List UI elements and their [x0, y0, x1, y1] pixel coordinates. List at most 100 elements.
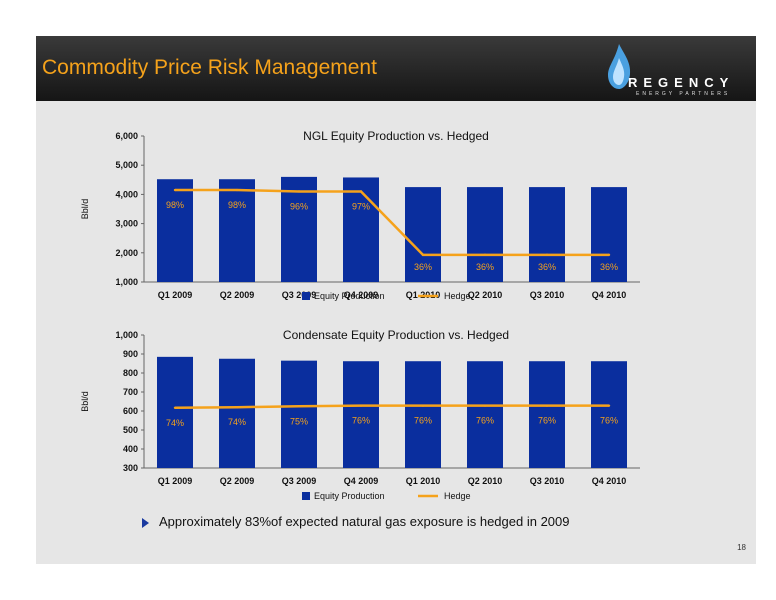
legend-bar-swatch	[302, 492, 310, 500]
y-tick-label: 1,000	[115, 277, 138, 287]
company-logo: REGENCY ENERGY PARTNERS	[600, 40, 750, 98]
x-tick-label: Q1 2009	[158, 476, 193, 486]
data-label: 36%	[414, 262, 432, 272]
y-tick-label: 6,000	[115, 131, 138, 141]
x-tick-label: Q4 2010	[592, 476, 627, 486]
hedge-point-4	[359, 190, 363, 193]
y-tick-label: 3,000	[115, 219, 138, 229]
header-bar: Commodity Price Risk Management REGENCY …	[36, 36, 756, 101]
data-label: 98%	[166, 200, 184, 210]
hedge-point-6	[483, 404, 487, 407]
hedge-point-1	[173, 188, 177, 192]
condensate-chart: 300 400 500 600 700 800 900 1,000 Condensate Equ…	[36, 318, 756, 510]
data-label: 76%	[352, 416, 370, 426]
hedge-point-4	[359, 404, 363, 407]
legend-label: Equity Production	[314, 491, 385, 501]
x-tick-label: Q3 2009	[282, 476, 317, 486]
data-label: 76%	[600, 416, 618, 426]
y-tick-label: 400	[123, 444, 138, 454]
bar-6	[467, 361, 503, 468]
slide: Commodity Price Risk Management REGENCY …	[36, 36, 756, 564]
bar-5	[405, 187, 441, 282]
legend-label: Hedge	[444, 291, 471, 301]
x-tick-label: Q2 2009	[220, 290, 255, 300]
y-tick-label: 4,000	[115, 189, 138, 199]
page-title: Commodity Price Risk Management	[42, 56, 377, 79]
x-tick-label: Q4 2009	[344, 476, 379, 486]
hedge-point-7	[545, 253, 549, 257]
y-tick-label: 700	[123, 387, 138, 397]
y-tick-label: 900	[123, 349, 138, 359]
hedge-point-2	[235, 406, 239, 409]
hedge-point-5	[421, 404, 425, 407]
bar-1	[157, 179, 193, 282]
bar-7	[529, 187, 565, 282]
bullet-text: Approximately 83%of expected natural gas…	[159, 514, 570, 529]
data-label: 36%	[538, 262, 556, 272]
bar-7	[529, 361, 565, 468]
data-label: 76%	[476, 416, 494, 426]
hedge-line	[174, 404, 609, 410]
data-label: 75%	[290, 416, 308, 426]
bar-3	[281, 360, 317, 468]
hedge-point-6	[483, 253, 487, 257]
legend-label: Equity Production	[314, 291, 385, 301]
logo-subtitle: ENERGY PARTNERS	[636, 91, 731, 97]
bar-4	[343, 177, 379, 282]
bar-4	[343, 361, 379, 468]
bullet-note: Approximately 83%of expected natural gas…	[142, 514, 570, 529]
y-axis-label: Bbl/d	[80, 199, 90, 220]
bar-3	[281, 176, 317, 282]
y-tick-label: 600	[123, 406, 138, 416]
legend-bar-swatch	[302, 292, 310, 300]
y-tick-label: 300	[123, 463, 138, 473]
x-tick-label: Q4 2009	[344, 290, 379, 300]
data-label: 96%	[290, 201, 308, 211]
bullet-triangle-icon	[142, 517, 149, 528]
x-tick-label: Q2 2010	[468, 476, 503, 486]
data-label: 97%	[352, 201, 370, 211]
hedge-point-3	[297, 405, 301, 408]
hedge-point-8	[607, 253, 611, 257]
data-label: 98%	[228, 200, 246, 210]
y-tick-label: 2,000	[115, 248, 138, 258]
y-tick-label: 1,000	[115, 330, 138, 340]
data-label: 76%	[538, 416, 556, 426]
hedge-point-1	[173, 406, 177, 409]
flame-icon	[608, 44, 631, 89]
x-tick-label: Q3 2010	[530, 290, 565, 300]
page-number: 18	[737, 543, 746, 552]
x-tick-label: Q3 2010	[530, 476, 565, 486]
hedge-point-3	[297, 190, 301, 193]
ngl-chart: 1,000 2,000 3,000 4,000 5,000 6,000 NGL Equity…	[36, 120, 756, 314]
hedge-line	[175, 188, 609, 257]
hedge-point-7	[545, 404, 549, 407]
x-tick-label: Q4 2010	[592, 290, 627, 300]
data-label: 74%	[228, 417, 246, 427]
bar-2	[219, 179, 255, 282]
bar-2	[219, 358, 255, 468]
y-tick-label: 800	[123, 368, 138, 378]
x-tick-label: Q2 2009	[220, 476, 255, 486]
y-tick-label: 500	[123, 425, 138, 435]
hedge-point-8	[607, 404, 611, 407]
x-tick-label: Q3 2009	[282, 290, 317, 300]
x-tick-label: Q1 2010	[406, 476, 441, 486]
y-axis-label: Bbl/d	[80, 391, 90, 412]
data-label: 74%	[166, 418, 184, 428]
x-tick-label: Q2 2010	[468, 290, 503, 300]
hedge-point-2	[235, 188, 239, 192]
x-tick-label: Q1 2009	[158, 290, 193, 300]
y-tick-label: 5,000	[115, 160, 138, 170]
logo-wordmark: REGENCY	[628, 75, 735, 90]
bar-5	[405, 361, 441, 468]
bar-6	[467, 187, 503, 282]
data-label: 36%	[600, 262, 618, 272]
bar-8	[591, 361, 627, 468]
data-label: 36%	[476, 262, 494, 272]
bar-8	[591, 187, 627, 282]
hedge-point-5	[421, 253, 425, 257]
bar-1	[157, 356, 193, 468]
chart-title: NGL Equity Production vs. Hedged	[303, 129, 489, 143]
data-label: 76%	[414, 416, 432, 426]
